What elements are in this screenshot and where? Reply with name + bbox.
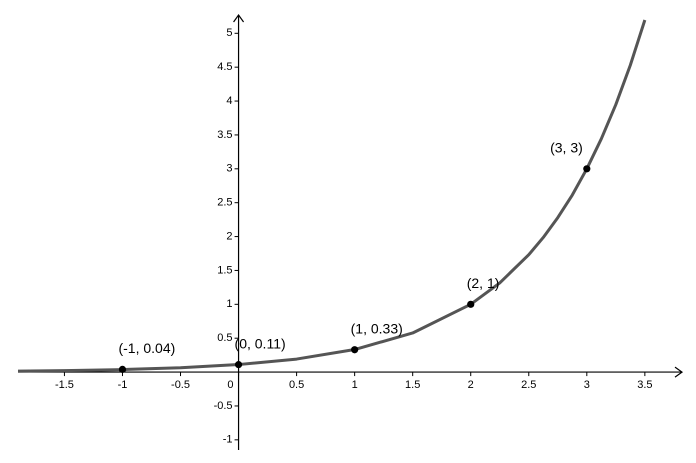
point-label: (0, 0.11): [235, 335, 286, 351]
point-label: (1, 0.33): [351, 320, 403, 336]
curve: [17, 19, 647, 373]
y-tick-label: 5: [226, 27, 232, 39]
x-tick-label: -1: [118, 379, 128, 391]
point: [234, 361, 243, 369]
point: [118, 365, 127, 373]
x-tick-label: -0.5: [171, 379, 190, 391]
x-tick-label: 3: [584, 379, 590, 391]
y-tick-label: 3.5: [217, 129, 232, 141]
y-axis-arrow: [233, 13, 245, 23]
x-tick-label: 0: [227, 379, 233, 391]
x-axis-arrow: [674, 366, 684, 378]
point: [351, 346, 359, 354]
x-tick-label: 1.5: [405, 379, 420, 391]
point: [583, 165, 591, 173]
x-tick-label: 0.5: [289, 379, 304, 391]
x-tick-label: 3.5: [637, 379, 652, 391]
y-tick-label: 4.5: [217, 61, 232, 73]
point: [467, 300, 475, 308]
x-tick-label: 2.5: [521, 379, 536, 391]
point-label: (-1, 0.04): [118, 340, 175, 356]
y-tick-label: 2: [226, 230, 232, 242]
y-tick-label: 0.5: [217, 332, 232, 344]
y-tick-label: 1: [226, 298, 232, 310]
y-tick-label: -1: [223, 434, 233, 446]
point-label: (3, 3): [550, 140, 583, 156]
y-tick-label: 2.5: [217, 197, 232, 209]
y-tick-label: 1.5: [217, 264, 232, 276]
point-label: (2, 1): [467, 275, 500, 291]
y-tick-label: 3: [226, 163, 232, 175]
y-tick-label: -0.5: [214, 400, 233, 412]
x-tick-label: 2: [468, 379, 474, 391]
x-tick-label: 1: [352, 379, 358, 391]
x-tick-label: -1.5: [55, 379, 74, 391]
y-tick-label: 4: [226, 95, 232, 107]
